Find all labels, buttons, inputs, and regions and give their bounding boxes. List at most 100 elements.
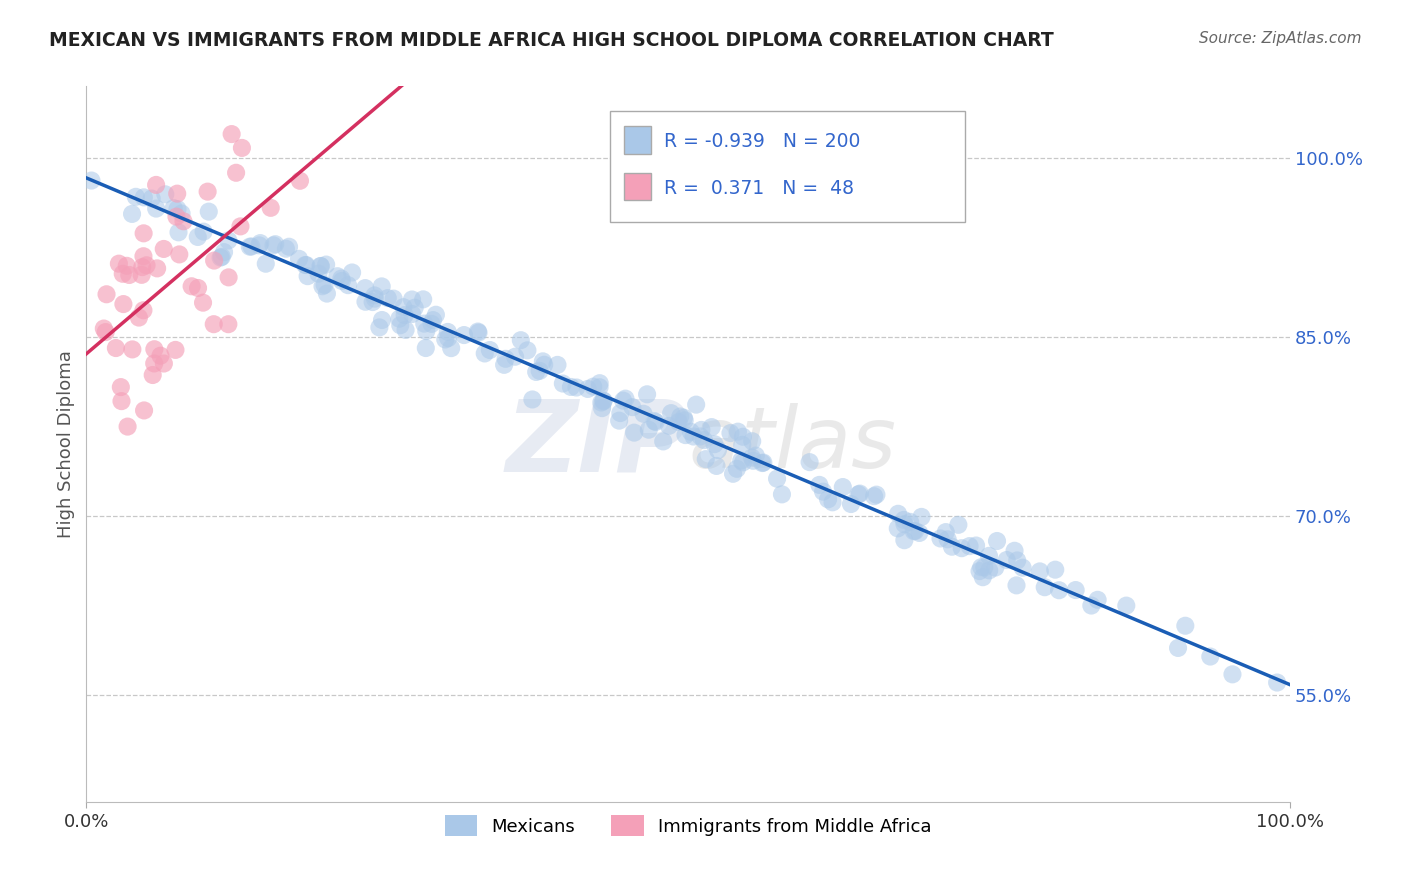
Point <box>730 453 752 467</box>
Point <box>117 419 139 434</box>
Point <box>412 293 434 307</box>
Point <box>941 540 963 554</box>
Point <box>725 462 748 476</box>
Point <box>297 269 319 284</box>
Point <box>986 534 1008 549</box>
Point <box>965 539 987 553</box>
Point <box>621 400 644 414</box>
Point <box>1174 619 1197 633</box>
Bar <box>624 173 651 200</box>
Point <box>959 539 981 553</box>
Point <box>434 333 457 347</box>
Point <box>125 190 148 204</box>
Text: ZIP: ZIP <box>505 396 688 492</box>
Point <box>589 376 612 391</box>
Point <box>848 487 870 501</box>
Point <box>93 321 115 335</box>
Point <box>155 187 177 202</box>
Point <box>382 292 405 306</box>
Point <box>609 406 631 420</box>
Point <box>1222 667 1244 681</box>
Point <box>132 227 155 241</box>
Point <box>636 387 658 401</box>
Point <box>295 258 318 272</box>
Point <box>110 380 132 394</box>
Point <box>984 560 1007 574</box>
Point <box>118 268 141 282</box>
Point <box>326 269 349 284</box>
Point <box>720 426 742 441</box>
Point <box>131 268 153 282</box>
Point <box>533 358 555 372</box>
Text: MEXICAN VS IMMIGRANTS FROM MIDDLE AFRICA HIGH SCHOOL DIPLOMA CORRELATION CHART: MEXICAN VS IMMIGRANTS FROM MIDDLE AFRICA… <box>49 31 1054 50</box>
Point <box>727 425 749 439</box>
Point <box>132 403 155 417</box>
Point <box>110 394 132 409</box>
Point <box>311 279 333 293</box>
Point <box>187 230 209 244</box>
Point <box>887 507 910 521</box>
Point <box>903 524 925 538</box>
Bar <box>624 127 651 153</box>
Point <box>494 358 516 372</box>
Point <box>742 454 765 468</box>
FancyBboxPatch shape <box>610 112 965 222</box>
Point <box>112 297 135 311</box>
Point <box>929 532 952 546</box>
Point <box>935 525 957 540</box>
Point <box>131 260 153 274</box>
Point <box>314 277 336 292</box>
Point <box>893 533 915 548</box>
Point <box>633 407 655 421</box>
Point <box>143 343 166 357</box>
Point <box>474 346 496 360</box>
Point <box>948 517 970 532</box>
Point <box>1087 592 1109 607</box>
Point <box>389 318 412 333</box>
Point <box>202 317 225 331</box>
Point <box>839 497 862 511</box>
Point <box>752 456 775 470</box>
Point <box>132 190 155 204</box>
Point <box>1080 599 1102 613</box>
Point <box>672 410 695 425</box>
Point <box>531 354 554 368</box>
Point <box>821 495 844 509</box>
Legend: Mexicans, Immigrants from Middle Africa: Mexicans, Immigrants from Middle Africa <box>437 808 939 843</box>
Point <box>652 434 675 449</box>
Point <box>180 279 202 293</box>
Point <box>128 310 150 325</box>
Point <box>700 420 723 434</box>
Point <box>591 401 613 416</box>
Point <box>808 478 831 492</box>
Point <box>970 560 993 574</box>
Point <box>675 428 697 442</box>
Point <box>415 341 437 355</box>
Point <box>149 349 172 363</box>
Point <box>193 225 215 239</box>
Point <box>690 423 713 437</box>
Point <box>551 376 574 391</box>
Point <box>679 425 702 439</box>
Point <box>225 166 247 180</box>
Point <box>440 341 463 355</box>
Point <box>166 202 188 216</box>
Point <box>260 201 283 215</box>
Point <box>80 173 103 187</box>
Point <box>1011 560 1033 574</box>
Point <box>364 292 387 306</box>
Point <box>191 295 214 310</box>
Point <box>668 415 690 429</box>
Point <box>522 392 544 407</box>
Point <box>165 210 187 224</box>
Point <box>394 308 416 322</box>
Point <box>413 317 436 331</box>
Point <box>392 300 415 314</box>
Point <box>509 333 531 347</box>
Point <box>104 341 127 355</box>
Point <box>173 214 195 228</box>
Point <box>370 279 392 293</box>
Point <box>415 324 437 338</box>
Point <box>388 311 411 326</box>
Point <box>741 450 763 465</box>
